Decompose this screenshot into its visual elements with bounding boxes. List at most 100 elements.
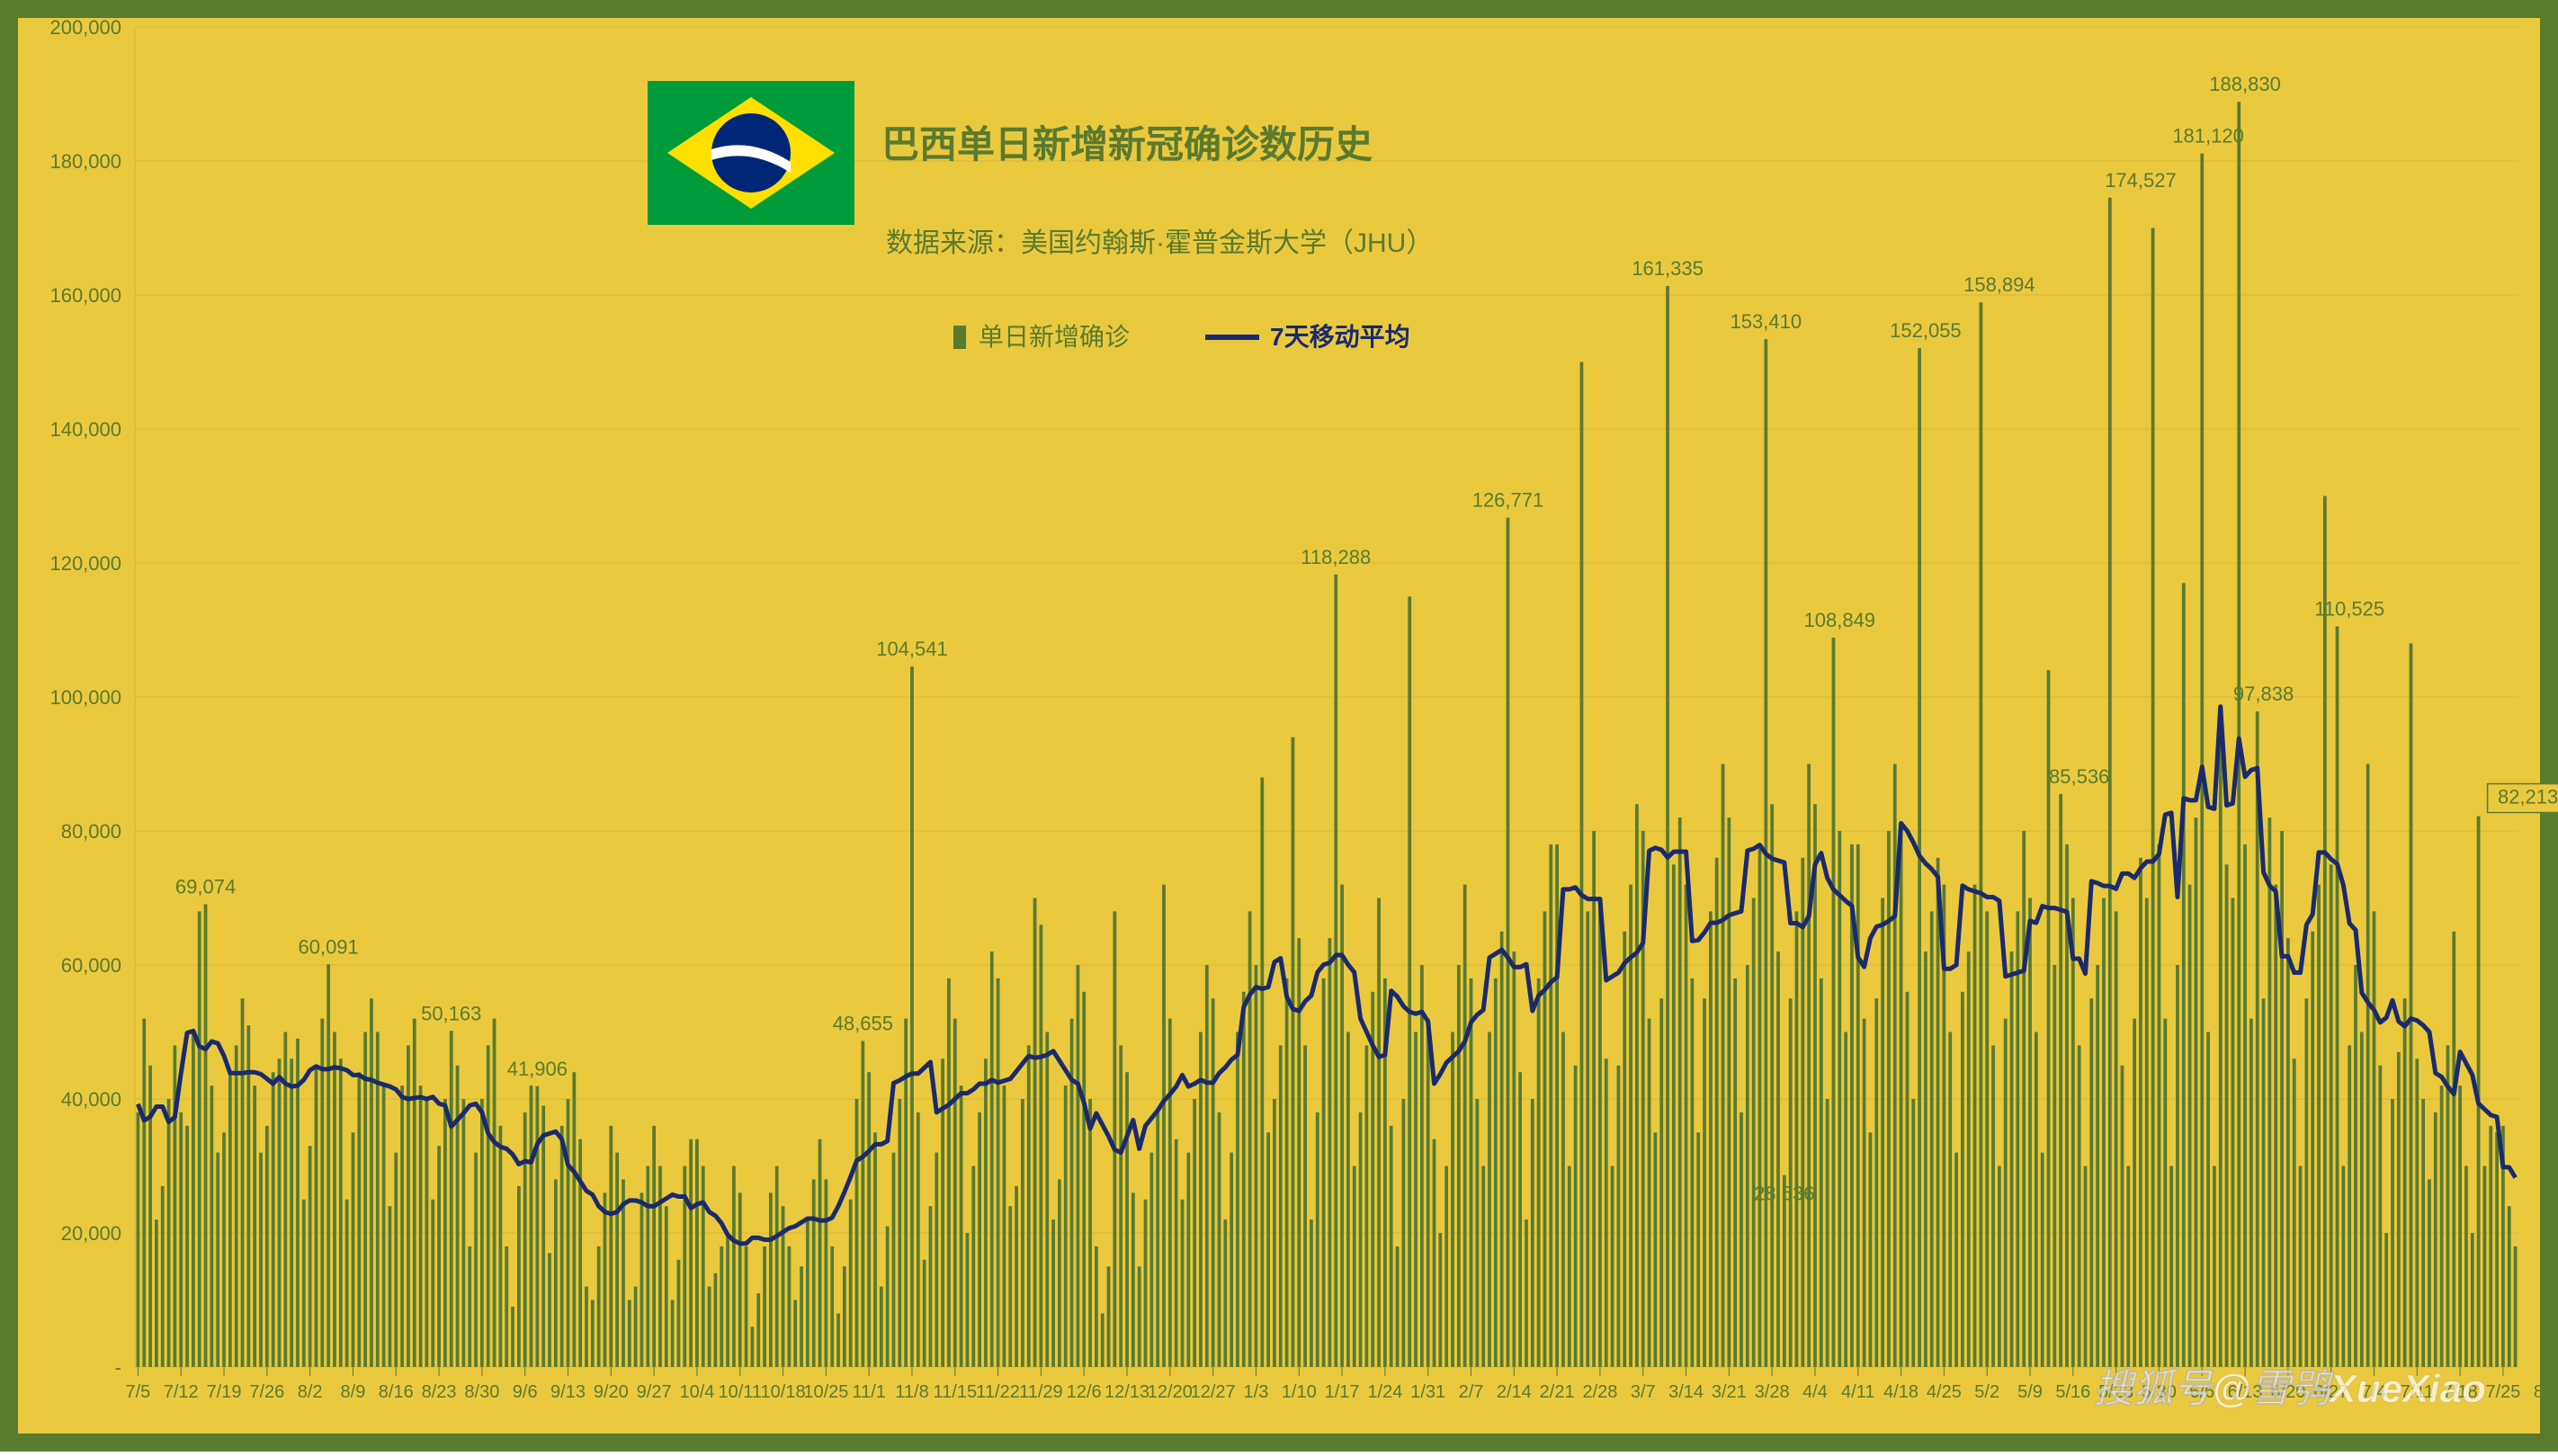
x-axis-label: 11/29 [1019,1382,1063,1402]
data-bar [1525,1219,1528,1367]
data-bar [1826,1099,1829,1367]
data-bar [2495,1132,2499,1367]
y-axis-label: 40,000 [61,1088,121,1111]
data-bar [1051,1219,1055,1367]
data-bar [806,1219,809,1367]
data-bar [1451,1032,1454,1368]
data-bar [604,1192,607,1367]
data-bar [1003,1085,1006,1367]
data-bar [652,1126,656,1367]
data-bar [272,1072,275,1367]
data-bar [751,1326,755,1367]
data-bar [450,1031,453,1367]
data-bar [1279,1045,1283,1367]
x-axis-label: 7/25 [2485,1382,2520,1402]
data-bar [530,1085,533,1367]
data-bar [1242,992,1246,1367]
x-axis-label: 11/22 [976,1382,1020,1402]
data-bar [677,1260,681,1367]
data-bar [363,1032,367,1368]
data-bar [1635,804,1639,1367]
data-bar [873,1132,877,1367]
data-bar [1746,965,1749,1367]
data-bar [1980,302,1983,1367]
data-bar [474,1153,478,1367]
data-bar [2354,965,2357,1367]
data-bar [800,1266,803,1367]
y-axis-label: - [115,1356,121,1379]
data-bar [326,964,330,1367]
y-axis-label: 120,000 [49,552,121,575]
data-bar [1334,575,1337,1367]
brazil-flag-icon [648,81,854,225]
data-bar [2206,1032,2210,1368]
x-axis-label: 9/6 [513,1382,538,1402]
data-bar [1488,1032,1491,1368]
data-bar [1494,978,1498,1367]
data-bar [2059,794,2062,1367]
data-bar [2274,885,2277,1367]
data-bar [1703,998,1706,1367]
data-bar [265,1126,269,1367]
data-bar [2508,1206,2511,1367]
data-bar [756,1293,760,1367]
data-bar [309,1146,312,1367]
data-bar [1303,1045,1307,1367]
data-bar [1027,1045,1031,1367]
data-bar [1444,1166,1448,1368]
data-bar [2010,951,2014,1367]
data-bar [990,951,994,1367]
data-bar [849,1200,853,1367]
x-axis-label: 8/9 [341,1382,366,1402]
data-bar [2397,1052,2401,1367]
data-bar [1776,951,1780,1367]
data-bar [578,1139,582,1367]
data-bar [1162,885,1166,1367]
data-bar [1186,1153,1190,1367]
legend-line-label: 7天移动平均 [1270,323,1410,351]
data-bar [517,1186,521,1367]
data-bar [137,1112,140,1367]
x-axis-label: 5/16 [2055,1382,2090,1402]
chart-subtitle: 数据来源：美国约翰斯·霍普金斯大学（JHU） [886,228,1433,258]
data-bar [2440,1085,2444,1367]
data-bar [775,1166,779,1368]
data-bar [216,1153,219,1367]
data-bar [2158,844,2161,1367]
data-bar [880,1287,883,1367]
data-bar [615,1153,619,1367]
data-bar [1223,1219,1227,1367]
data-bar [2311,932,2314,1367]
data-bar [997,978,1000,1367]
peak-annotation: 126,771 [1472,489,1544,512]
data-bar [2434,1112,2437,1367]
data-bar [523,1112,527,1367]
data-bar [1740,1112,1743,1367]
data-bar [1125,1072,1129,1367]
data-bar [1887,831,1891,1367]
data-bar [567,1099,570,1367]
data-bar [1727,817,1731,1367]
data-bar [1893,764,1897,1368]
data-bar [1512,951,1516,1367]
peak-annotation: 153,410 [1731,310,1802,333]
x-axis-label: 2/7 [1459,1382,1484,1402]
data-bar [2446,1045,2450,1367]
data-bar [167,1099,171,1367]
data-bar [1900,831,1903,1367]
data-bar [2053,965,2056,1367]
data-bar [2126,1166,2130,1368]
data-bar [1101,1313,1105,1367]
data-bar [591,1300,595,1368]
data-bar [1420,965,1424,1367]
data-bar [2391,1099,2394,1367]
data-bar [1273,1099,1276,1367]
data-bar [1592,831,1596,1367]
data-bar [2121,1066,2124,1367]
data-bar [1365,1045,1369,1367]
data-bar [1095,1246,1098,1367]
data-bar [978,1112,981,1367]
data-bar [554,1179,558,1367]
data-bar [2384,1233,2388,1367]
data-bar [1427,1019,1430,1367]
